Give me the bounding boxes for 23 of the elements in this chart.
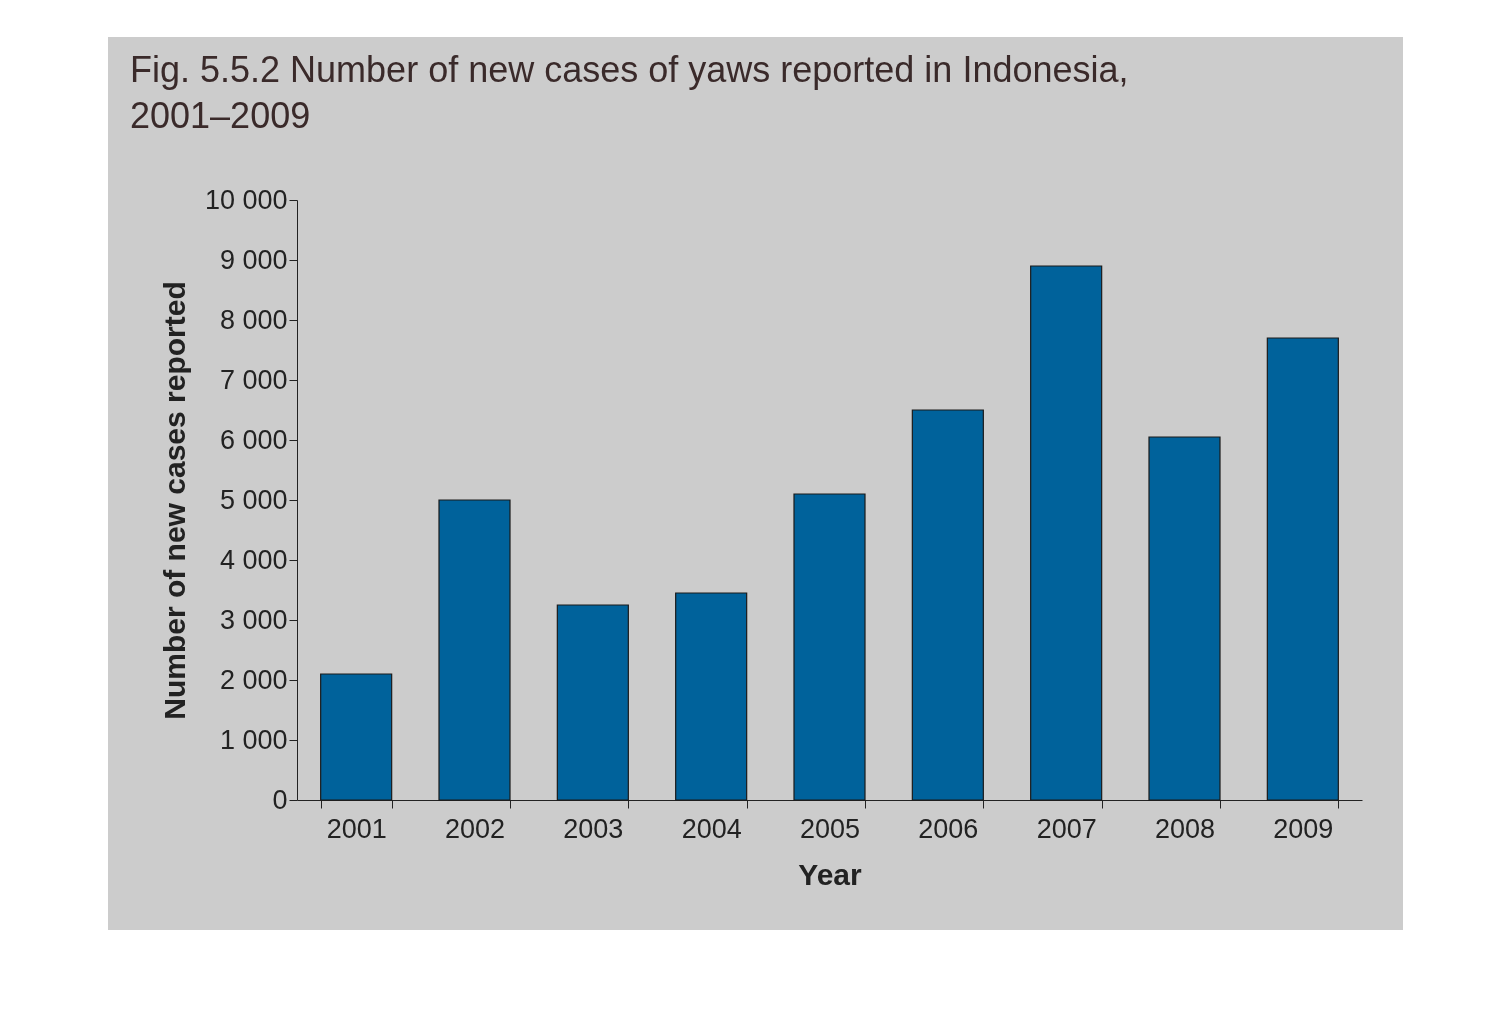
x-tick-label: 2008 <box>1154 813 1216 844</box>
chart-title: Fig. 5.5.2 Number of new cases of yaws reported in Indonesia, 2001–2009 <box>130 49 1129 136</box>
y-tick-label: 6 000 <box>219 424 288 455</box>
x-tick-label: 2006 <box>918 813 979 844</box>
x-tick-label: 2005 <box>799 813 861 844</box>
y-tick-label: 0 <box>272 784 288 815</box>
x-tick-label: 2009 <box>1273 813 1334 844</box>
x-tick-label: 2007 <box>1036 813 1097 844</box>
x-tick-label: 2002 <box>444 813 506 844</box>
x-tick-label: 2003 <box>563 813 624 844</box>
x-axis-title: Year <box>798 857 863 891</box>
y-tick-label: 3 000 <box>219 604 288 635</box>
y-tick-label: 10 000 <box>204 184 288 215</box>
y-tick-label: 7 000 <box>219 364 288 395</box>
y-tick-label: 4 000 <box>219 544 288 575</box>
y-axis-title: Number of new cases reported <box>157 281 191 720</box>
x-tick-label: 2001 <box>326 813 387 844</box>
y-tick-label: 8 000 <box>219 304 288 335</box>
y-tick-label: 2 000 <box>219 664 288 695</box>
y-tick-label: 5 000 <box>219 484 288 515</box>
y-tick-label: 9 000 <box>219 244 288 275</box>
y-tick-label: 1 000 <box>219 724 288 755</box>
x-tick-label: 2004 <box>681 813 742 844</box>
